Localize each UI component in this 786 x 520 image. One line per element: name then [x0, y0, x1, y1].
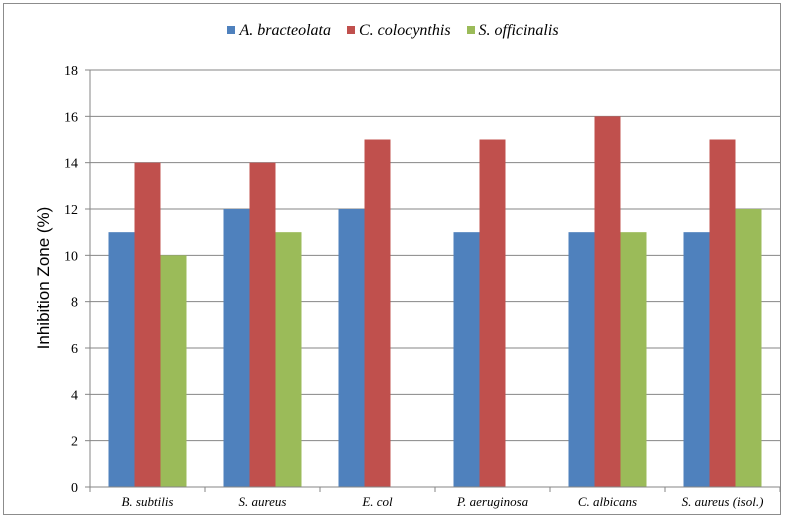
gridlines [90, 69, 780, 442]
bar-a-bracteolata-c-albicans [568, 232, 595, 487]
y-tick-label: 14 [64, 157, 78, 172]
bar-a-bracteolata-e-col [338, 209, 365, 487]
y-tick-label: 4 [71, 388, 78, 403]
legend-item-c-colocynthis: C. colocynthis [347, 22, 451, 40]
y-tick-label: 0 [71, 481, 78, 496]
legend-label-s-officinalis: S. officinalis [478, 22, 559, 39]
legend-swatch-c-colocynthis [347, 26, 355, 34]
y-tick-label: 16 [64, 110, 78, 125]
x-tick-label: P. aeruginosa [456, 494, 529, 509]
y-tick-label: 18 [64, 64, 78, 79]
bar-c-colocynthis-p-aeruginosa [479, 139, 506, 487]
x-tick-label: S. aureus [239, 494, 287, 509]
bar-c-colocynthis-s-aureus-isol [709, 139, 736, 487]
legend-label-c-colocynthis: C. colocynthis [359, 22, 451, 39]
legend-swatch-a-bracteolata [227, 26, 236, 34]
x-tick-label: S. aureus (isol.) [682, 494, 764, 509]
legend-item-s-officinalis: S. officinalis [466, 22, 559, 40]
bar-a-bracteolata-p-aeruginosa [453, 232, 480, 487]
bar-a-bracteolata-s-aureus [223, 209, 250, 487]
bar-c-colocynthis-s-aureus [249, 162, 276, 487]
bar-c-colocynthis-e-col [364, 139, 391, 487]
bar-s-officinalis-c-albicans [620, 232, 647, 487]
bar-a-bracteolata-s-aureus-isol [683, 232, 710, 487]
legend: A. bracteolata C. colocynthis S. officin… [0, 22, 786, 40]
bar-a-bracteolata-b-subtilis [108, 232, 135, 487]
y-axis-label: Inhibition Zone (%) [34, 207, 53, 350]
bar-c-colocynthis-c-albicans [594, 116, 621, 487]
bar-s-officinalis-s-aureus-isol [735, 209, 762, 487]
legend-label-a-bracteolata: A. bracteolata [239, 22, 331, 39]
x-tick-label: E. col [361, 494, 393, 509]
y-tick-label: 6 [71, 342, 78, 357]
x-tick-labels: B. subtilis S. aureus E. col P. aeruginosa C… [121, 494, 763, 509]
y-tick-label: 8 [71, 296, 78, 311]
x-tick-label: B. subtilis [121, 494, 173, 509]
legend-swatch-s-officinalis [466, 26, 475, 34]
bar-s-officinalis-b-subtilis [160, 255, 187, 487]
y-tick-labels: 0 2 4 6 8 10 12 14 16 18 [64, 64, 78, 496]
y-tick-label: 10 [64, 249, 78, 264]
axes [85, 69, 781, 492]
bar-s-officinalis-s-aureus [275, 232, 302, 487]
y-tick-label: 2 [71, 435, 78, 450]
y-tick-label: 12 [64, 203, 78, 218]
x-tick-label: C. albicans [578, 494, 637, 509]
bars [108, 116, 762, 487]
legend-item-a-bracteolata: A. bracteolata [227, 22, 331, 40]
bar-c-colocynthis-b-subtilis [134, 162, 161, 487]
